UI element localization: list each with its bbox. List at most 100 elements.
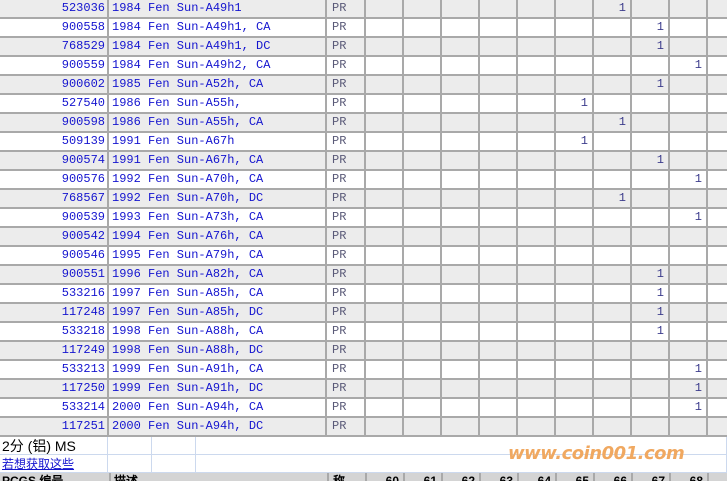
cell-grade-count xyxy=(555,208,594,228)
col-header-grade-67[interactable]: 67 xyxy=(632,473,671,481)
cell-pcgs-number[interactable]: 900598 xyxy=(0,113,109,133)
col-header-description[interactable]: 描述 xyxy=(110,473,329,481)
cell-pcgs-number[interactable]: 533216 xyxy=(0,284,109,304)
cell-pcgs-number[interactable]: 900558 xyxy=(0,18,109,38)
cell-grade-count xyxy=(555,303,594,323)
cell-pcgs-number[interactable]: 768529 xyxy=(0,37,109,57)
cell-description[interactable]: 1984 Fen Sun-A49h1, CA xyxy=(108,18,327,38)
cell-description[interactable]: 1986 Fen Sun-A55h, CA xyxy=(108,113,327,133)
cell-description[interactable]: 1996 Fen Sun-A82h, CA xyxy=(108,265,327,285)
cell-pcgs-number[interactable]: 117250 xyxy=(0,379,109,399)
cell-grade-name: PR xyxy=(326,208,366,228)
cell-grade-count xyxy=(517,246,556,266)
request-access-link[interactable]: 若想获取这些 xyxy=(0,454,108,473)
cell-grade-count xyxy=(441,56,480,76)
col-header-grade-62[interactable]: 62 xyxy=(442,473,481,481)
cell-pcgs-number[interactable]: 117249 xyxy=(0,341,109,361)
cell-grade-count xyxy=(669,303,708,323)
cell-description[interactable]: 1999 Fen Sun-A91h, CA xyxy=(108,360,327,380)
cell-grade-count xyxy=(669,265,708,285)
cell-pcgs-number[interactable]: 900539 xyxy=(0,208,109,228)
cell-grade-count xyxy=(441,379,480,399)
cell-grade-count xyxy=(555,75,594,95)
cell-pcgs-number[interactable]: 509139 xyxy=(0,132,109,152)
cell-pcgs-number[interactable]: 900551 xyxy=(0,265,109,285)
cell-grade-count xyxy=(707,284,727,304)
cell-description[interactable]: 1993 Fen Sun-A73h, CA xyxy=(108,208,327,228)
cell-description[interactable]: 1985 Fen Sun-A52h, CA xyxy=(108,75,327,95)
col-header-grade-60[interactable]: 60 xyxy=(366,473,405,481)
cell-pcgs-number[interactable]: 533213 xyxy=(0,360,109,380)
cell-description[interactable]: 1995 Fen Sun-A79h, CA xyxy=(108,246,327,266)
cell-grade-count xyxy=(517,0,556,19)
cell-description[interactable]: 2000 Fen Sun-A94h, CA xyxy=(108,398,327,418)
cell-grade-count xyxy=(707,132,727,152)
cell-description[interactable]: 1991 Fen Sun-A67h xyxy=(108,132,327,152)
cell-grade-count xyxy=(593,170,632,190)
col-header-grade-name[interactable]: 称 xyxy=(328,473,367,481)
col-header-grade-63[interactable]: 63 xyxy=(480,473,519,481)
cell-description[interactable]: 1998 Fen Sun-A88h, CA xyxy=(108,322,327,342)
cell-grade-count xyxy=(441,170,480,190)
cell-description[interactable]: 1984 Fen Sun-A49h1 xyxy=(108,0,327,19)
cell-description[interactable]: 1986 Fen Sun-A55h, xyxy=(108,94,327,114)
col-header-grade-65[interactable]: 65 xyxy=(556,473,595,481)
cell-grade-count xyxy=(479,265,518,285)
cell-description[interactable]: 1992 Fen Sun-A70h, DC xyxy=(108,189,327,209)
cell-description[interactable]: 1997 Fen Sun-A85h, DC xyxy=(108,303,327,323)
cell-description[interactable]: 1999 Fen Sun-A91h, DC xyxy=(108,379,327,399)
cell-grade-count xyxy=(555,265,594,285)
cell-grade-count xyxy=(707,398,727,418)
cell-grade-count xyxy=(441,265,480,285)
cell-description[interactable]: 1984 Fen Sun-A49h1, DC xyxy=(108,37,327,57)
cell-grade-count xyxy=(365,322,404,342)
cell-pcgs-number[interactable]: 117251 xyxy=(0,417,109,437)
cell-pcgs-number[interactable]: 900602 xyxy=(0,75,109,95)
cell-grade-count xyxy=(593,417,632,437)
cell-description[interactable]: 1992 Fen Sun-A70h, CA xyxy=(108,170,327,190)
cell-pcgs-number[interactable]: 117248 xyxy=(0,303,109,323)
cell-pcgs-number[interactable]: 533214 xyxy=(0,398,109,418)
cell-description[interactable]: 1998 Fen Sun-A88h, DC xyxy=(108,341,327,361)
cell-pcgs-number[interactable]: 900574 xyxy=(0,151,109,171)
section-title: 2分 (铝) MS xyxy=(0,437,108,455)
cell-description[interactable]: 2000 Fen Sun-A94h, DC xyxy=(108,417,327,437)
cell-grade-count xyxy=(669,189,708,209)
cell-grade-name: PR xyxy=(326,37,366,57)
cell-pcgs-number[interactable]: 900542 xyxy=(0,227,109,247)
cell-grade-count xyxy=(479,113,518,133)
cell-description[interactable]: 1994 Fen Sun-A76h, CA xyxy=(108,227,327,247)
cell-grade-count xyxy=(403,170,442,190)
col-header-grade-68[interactable]: 68 xyxy=(670,473,709,481)
cell-grade-count: 1 xyxy=(555,94,594,114)
cell-grade-count xyxy=(555,360,594,380)
col-header-grade-69[interactable]: 69 xyxy=(708,473,727,481)
cell-grade-count xyxy=(669,18,708,38)
col-header-grade-66[interactable]: 66 xyxy=(594,473,633,481)
cell-description[interactable]: 1997 Fen Sun-A85h, CA xyxy=(108,284,327,304)
cell-grade-count xyxy=(365,151,404,171)
cell-grade-count xyxy=(669,246,708,266)
cell-pcgs-number[interactable]: 523036 xyxy=(0,0,109,19)
cell-grade-count xyxy=(669,151,708,171)
cell-grade-name: PR xyxy=(326,246,366,266)
col-header-grade-64[interactable]: 64 xyxy=(518,473,557,481)
cell-grade-count xyxy=(555,284,594,304)
cell-pcgs-number[interactable]: 900559 xyxy=(0,56,109,76)
cell-pcgs-number[interactable]: 533218 xyxy=(0,322,109,342)
cell-pcgs-number[interactable]: 900576 xyxy=(0,170,109,190)
cell-pcgs-number[interactable]: 768567 xyxy=(0,189,109,209)
col-header-grade-61[interactable]: 61 xyxy=(404,473,443,481)
col-header-pcgs-number[interactable]: PCGS 编号 xyxy=(0,473,111,481)
cell-description[interactable]: 1991 Fen Sun-A67h, CA xyxy=(108,151,327,171)
cell-pcgs-number[interactable]: 900546 xyxy=(0,246,109,266)
cell-grade-count xyxy=(479,151,518,171)
cell-description[interactable]: 1984 Fen Sun-A49h2, CA xyxy=(108,56,327,76)
cell-grade-count xyxy=(593,94,632,114)
cell-pcgs-number[interactable]: 527540 xyxy=(0,94,109,114)
